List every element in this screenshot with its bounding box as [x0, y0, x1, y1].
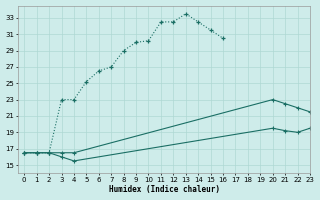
X-axis label: Humidex (Indice chaleur): Humidex (Indice chaleur)	[108, 185, 220, 194]
